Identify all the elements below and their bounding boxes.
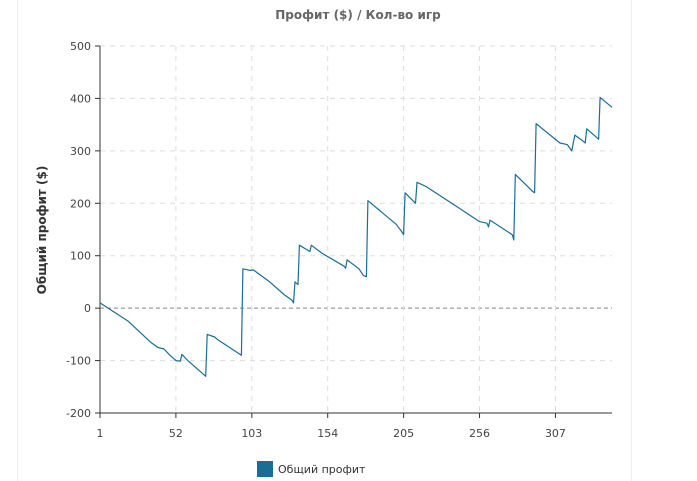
y-tick-label: 200 <box>70 197 91 210</box>
x-tick-label: 1 <box>97 427 104 440</box>
y-tick-label: 500 <box>70 40 91 53</box>
x-ticks: 1 52 103 154 205 256 307 <box>97 413 566 440</box>
x-tick-label: 154 <box>317 427 338 440</box>
y-axis-label: Общий профит ($) <box>35 166 49 295</box>
y-tick-label: -100 <box>66 355 91 368</box>
series-line <box>99 96 613 377</box>
y-tick-label: -200 <box>66 407 91 420</box>
y-tick-label: 300 <box>70 145 91 158</box>
x-tick-label: 52 <box>169 427 183 440</box>
x-tick-label: 307 <box>545 427 566 440</box>
chart-title: Профит ($) / Кол-во игр <box>275 8 441 22</box>
grid-lines <box>100 45 612 413</box>
legend[interactable]: Общий профит <box>257 461 366 477</box>
axes <box>99 46 612 414</box>
x-tick-label: 256 <box>469 427 490 440</box>
chart-panel <box>17 0 632 481</box>
y-tick-label: 400 <box>70 92 91 105</box>
y-ticks: -200 -100 0 100 200 300 400 500 <box>66 40 100 420</box>
y-tick-label: 100 <box>70 250 91 263</box>
x-tick-label: 103 <box>241 427 262 440</box>
legend-label: Общий профит <box>278 463 366 476</box>
legend-swatch <box>257 461 273 477</box>
series-group <box>99 96 613 377</box>
x-tick-label: 205 <box>393 427 414 440</box>
y-tick-label: 0 <box>84 302 91 315</box>
